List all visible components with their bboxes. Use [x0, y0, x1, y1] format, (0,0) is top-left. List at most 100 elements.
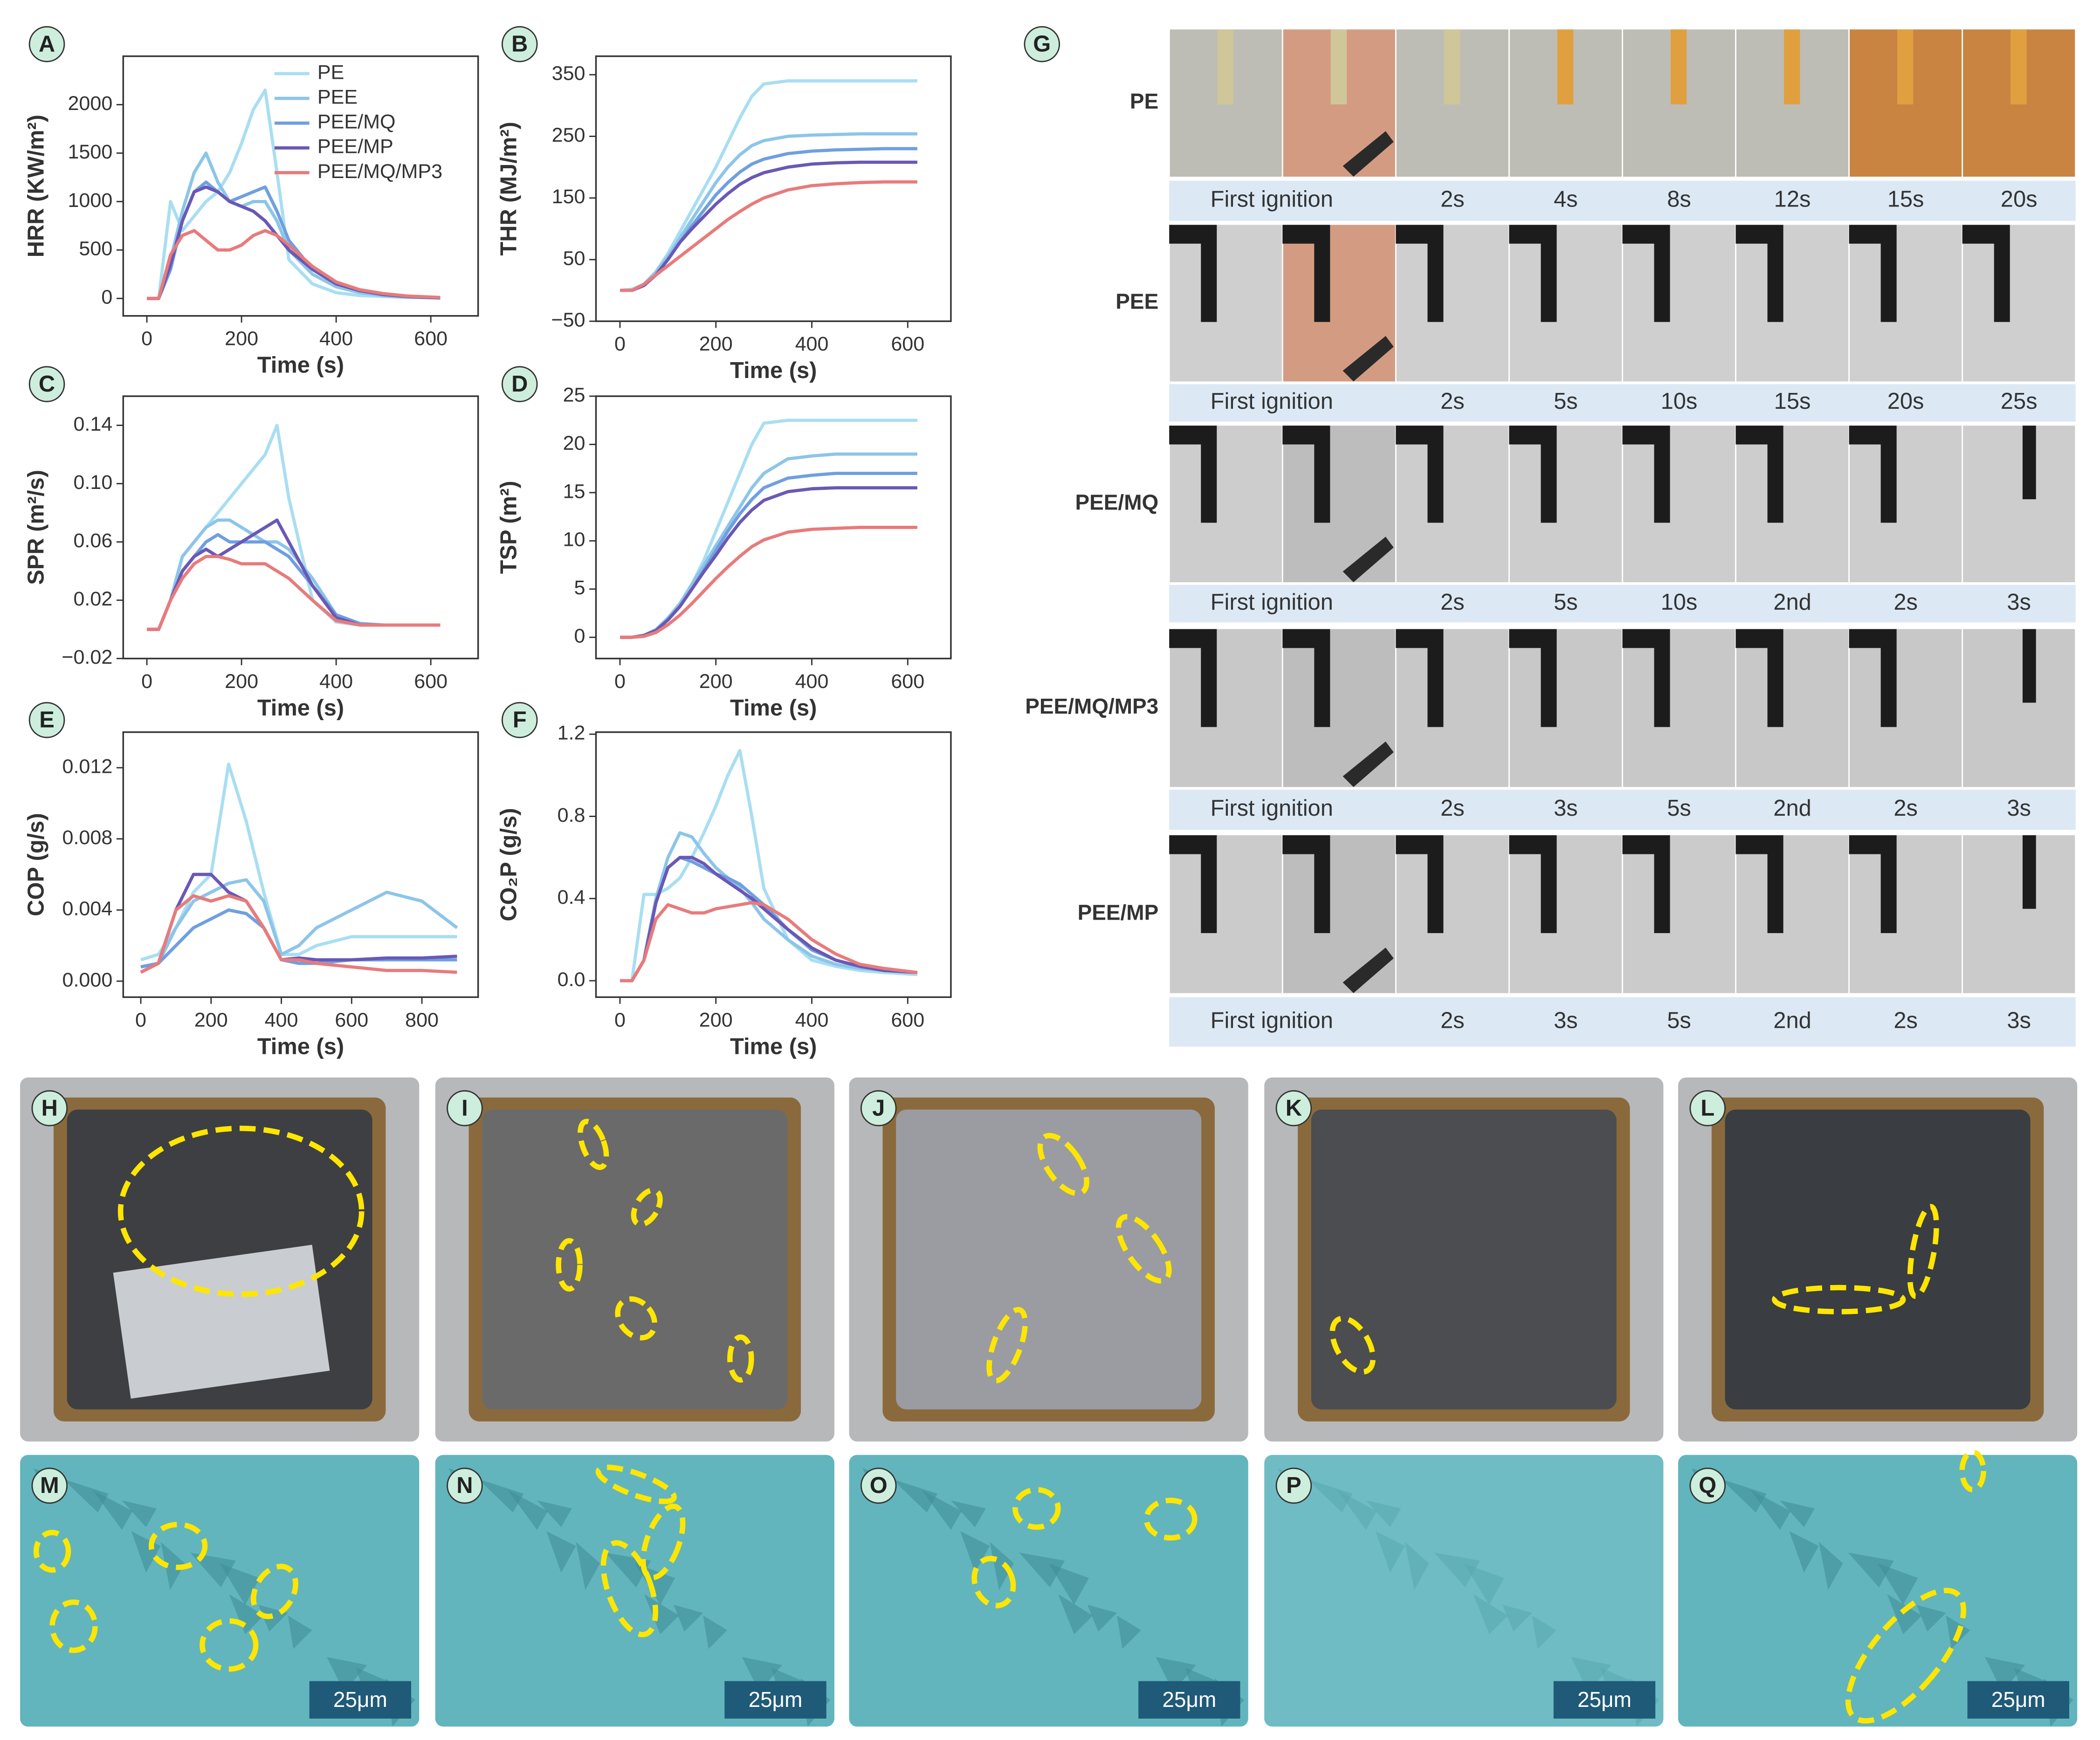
- caption: 20s: [1887, 389, 1924, 414]
- sem-texture: [1721, 1479, 1767, 1513]
- highlight: [1115, 1214, 1172, 1284]
- caption: 3s: [2007, 796, 2031, 821]
- sample-strip: [1897, 29, 1914, 104]
- sample-strip: [1735, 225, 1783, 322]
- sample-strip: [1509, 426, 1557, 523]
- sample-strip: [1330, 29, 1347, 104]
- highlight: [727, 1334, 754, 1383]
- y-tick-label: 0.004: [62, 898, 112, 920]
- panel-letter: Q: [1699, 1473, 1716, 1498]
- sample-strip: [1962, 225, 2010, 322]
- sample-strip: [1396, 835, 1444, 933]
- sem-texture: [546, 1531, 576, 1573]
- panel-letter: C: [39, 371, 55, 397]
- y-tick-label: 250: [552, 124, 585, 146]
- data-line: [620, 132, 917, 292]
- x-tick-label: 400: [319, 328, 353, 350]
- panel-badge: [860, 1467, 897, 1504]
- x-tick-label: 600: [414, 328, 448, 350]
- highlight: [986, 1307, 1028, 1383]
- photo: [1736, 225, 1849, 382]
- sem-texture: [1984, 1657, 2025, 1692]
- photo: [1850, 426, 1962, 583]
- highlight: [595, 1465, 677, 1504]
- burner: [1343, 131, 1394, 177]
- sem-image: 25μm: [435, 1455, 834, 1727]
- sem-texture: [190, 1552, 236, 1588]
- caption: 2nd: [1773, 796, 1811, 821]
- x-axis-label: Time (s): [730, 358, 817, 383]
- caption-bar: [1169, 180, 2076, 221]
- sem-texture: [1473, 1594, 1508, 1635]
- x-tick-label: 400: [795, 1009, 829, 1031]
- row-label: PEE/MQ/MP3: [1025, 694, 1158, 718]
- char-residue: [1725, 1109, 2031, 1410]
- sem-texture: [1780, 1500, 1815, 1527]
- x-tick-label: 600: [891, 1009, 924, 1031]
- char-photo: [1264, 1077, 1664, 1442]
- sample-strip: [1282, 835, 1330, 933]
- sample-strip: [1217, 29, 1234, 104]
- x-tick-label: 200: [699, 1009, 733, 1031]
- sample-strip: [1622, 629, 1670, 727]
- sem-texture: [1434, 1552, 1480, 1588]
- sample-strip: [1282, 225, 1330, 322]
- y-tick-label: 0.14: [73, 413, 112, 435]
- sem-texture: [131, 1531, 161, 1573]
- highlight: [1012, 1487, 1061, 1530]
- x-tick-label: 400: [795, 333, 829, 355]
- sem-texture: [742, 1657, 782, 1692]
- y-tick-label: 0.06: [73, 530, 112, 552]
- data-line: [147, 555, 441, 631]
- sem-texture: [1887, 1594, 1922, 1635]
- sample-strip: [1396, 225, 1444, 322]
- highlight: [640, 1503, 686, 1581]
- panel-badge: [1275, 1467, 1312, 1504]
- row-label: PEE/MP: [1078, 900, 1159, 924]
- scale-bar-box: [309, 1681, 412, 1719]
- y-axis-label: TSP (m²): [496, 481, 522, 574]
- photo: [1509, 629, 1622, 787]
- panel-badge: [447, 1090, 483, 1127]
- caption: 15s: [1774, 389, 1811, 414]
- x-tick-label: 800: [405, 1009, 439, 1031]
- sample-strip: [1282, 426, 1330, 523]
- sem-texture: [1405, 1542, 1429, 1590]
- highlight: [1143, 1498, 1198, 1541]
- sample-strip: [1282, 629, 1330, 727]
- legend-label: PEE/MQ/MP3: [317, 160, 442, 183]
- caption: First ignition: [1211, 590, 1333, 615]
- photo: [1509, 835, 1622, 993]
- caption: 2nd: [1773, 590, 1811, 615]
- sem-texture: [1571, 1657, 1611, 1692]
- caption: 2s: [1440, 389, 1465, 414]
- char-residue: [1311, 1109, 1617, 1410]
- y-tick-label: 0.0: [558, 968, 585, 990]
- caption: 2s: [1440, 187, 1465, 212]
- photo: [1396, 835, 1508, 993]
- sem-texture: [1878, 1563, 1918, 1605]
- sample-strip: [2022, 426, 2036, 500]
- sem-texture: [1532, 1615, 1556, 1649]
- panel-badge: [31, 1090, 68, 1127]
- scale-bar-label: 25μm: [1162, 1687, 1216, 1712]
- caption: 5s: [1554, 590, 1578, 615]
- scale-bar-label: 25μm: [333, 1687, 387, 1712]
- y-tick-label: 350: [552, 62, 585, 85]
- data-line: [620, 525, 917, 639]
- caption: 2s: [1440, 590, 1465, 615]
- y-tick-label: 0.4: [558, 886, 585, 908]
- highlight: [631, 1187, 663, 1227]
- sem-texture: [990, 1542, 1014, 1590]
- panel-badge: [447, 1467, 483, 1504]
- scale-bar-box: [1553, 1681, 1656, 1719]
- sample-strip: [1670, 29, 1687, 104]
- photo: [1509, 225, 1622, 382]
- sample-strip: [1509, 225, 1557, 322]
- sem-texture: [1464, 1563, 1504, 1605]
- y-tick-label: 10: [563, 529, 585, 551]
- photo: [1396, 629, 1508, 787]
- sample-strip: [1849, 835, 1897, 933]
- scale-bar-label: 25μm: [749, 1687, 803, 1712]
